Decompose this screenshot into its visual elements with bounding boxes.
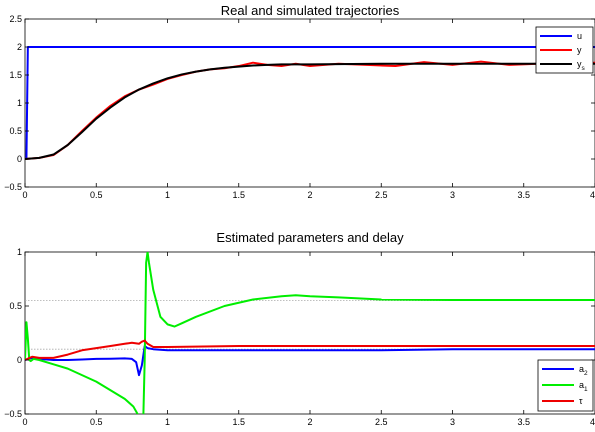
x-axis-ticks: 0 0.5 1 1.5 2 2.5 3 3.5 4: [22, 19, 595, 200]
chart-title: Real and simulated trajectories: [221, 3, 400, 18]
legend-label: a2: [579, 364, 588, 377]
y-tick-label: 0: [17, 355, 22, 365]
y-tick-label: 0.5: [9, 126, 22, 136]
x-tick-label: 2: [307, 190, 312, 200]
series-line-: [25, 339, 595, 361]
x-tick-label: 2.5: [375, 417, 388, 427]
x-tick-label: 0.5: [90, 417, 103, 427]
legend: uy ys: [535, 26, 594, 74]
x-tick-label: 0: [22, 417, 27, 427]
x-tick-label: 1: [165, 190, 170, 200]
x-axis-ticks: 0 0.5 1 1.5 2 2.5 3 3.5 4: [22, 252, 595, 427]
x-tick-label: 1.5: [232, 190, 245, 200]
series-line-ys: [25, 62, 595, 160]
x-tick-label: 3.5: [517, 417, 530, 427]
legend-label: τ: [579, 396, 583, 406]
y-tick-label: 1: [17, 247, 22, 257]
legend: a2 a1 τ: [537, 359, 594, 412]
x-tick-label: 3: [450, 417, 455, 427]
y-tick-label: 1: [17, 98, 22, 108]
x-tick-label: 3.5: [517, 190, 530, 200]
x-tick-label: 0.5: [90, 190, 103, 200]
y-tick-label: 0: [17, 154, 22, 164]
y-tick-label: −0.5: [4, 409, 22, 419]
x-tick-label: 1.5: [232, 417, 245, 427]
series-line-a2: [25, 344, 595, 377]
x-tick-label: 4: [590, 190, 595, 200]
x-tick-label: 1: [165, 417, 170, 427]
x-tick-label: 4: [590, 417, 595, 427]
y-axis-ticks: −0.5 0 0.5 1 1.5 2 2.5: [4, 14, 595, 192]
series-group: [25, 252, 595, 414]
chart-title: Estimated parameters and delay: [216, 230, 404, 245]
legend-label: u: [577, 31, 582, 41]
x-tick-label: 2: [307, 417, 312, 427]
y-tick-label: 2: [17, 42, 22, 52]
y-tick-label: 1.5: [9, 70, 22, 80]
trajectories-chart: Real and simulated trajectories 0 0.5 1 1.5…: [4, 3, 595, 200]
x-tick-label: 3: [450, 190, 455, 200]
legend-label: ys: [577, 59, 586, 72]
y-tick-label: 0.5: [9, 301, 22, 311]
series-line-a1: [25, 252, 595, 414]
parameters-chart: Estimated parameters and delay 0 0.5 1 1.5 2…: [4, 230, 595, 427]
x-tick-label: 0: [22, 190, 27, 200]
plot-frame: [24, 251, 595, 415]
x-tick-label: 2.5: [375, 190, 388, 200]
y-tick-label: 2.5: [9, 14, 22, 24]
plot-frame: [24, 18, 595, 188]
legend-label: a1: [579, 380, 588, 393]
legend-label: y: [577, 45, 582, 55]
y-tick-label: −0.5: [4, 182, 22, 192]
